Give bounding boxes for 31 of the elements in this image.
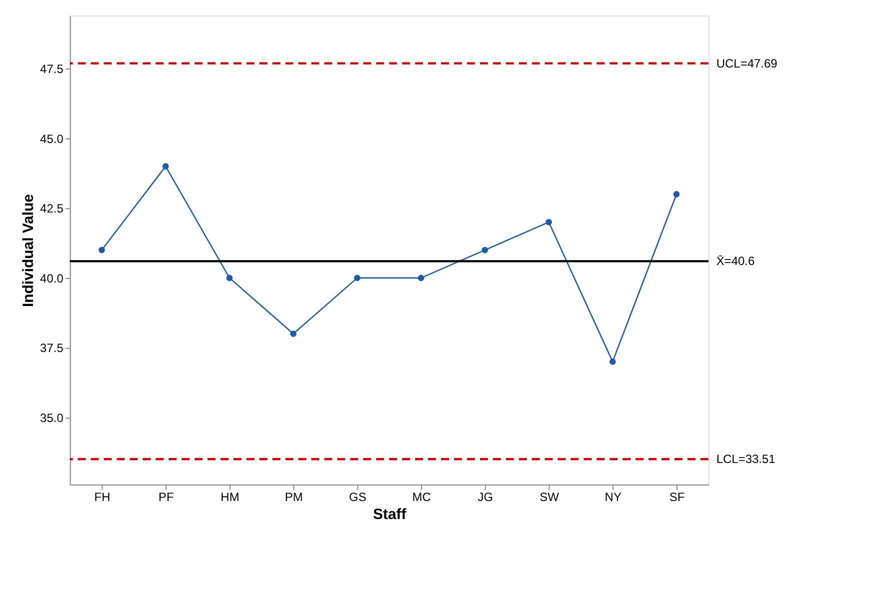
y-tick-label: 42.5 [40,202,64,216]
point [290,330,296,337]
point [482,246,488,254]
y-tick-label: 45.0 [40,132,64,146]
x-axis-title: Staff [373,506,408,523]
x-tick-label: HM [220,490,240,504]
ref-line-label: X̄=40.6 [716,254,755,268]
y-tick-label: 35.0 [40,411,64,426]
x-tick-label: MC [412,490,432,504]
x-tick-label: JG [478,490,494,504]
x-tick-label: GS [349,490,366,504]
x-tick-label: SF [669,490,685,504]
y-axis-title: Individual Value [20,194,38,308]
point [226,274,233,282]
point [418,274,424,282]
ref-line-label: LCL=33.51 [716,452,776,466]
x-tick-label: SW [540,490,560,504]
point [609,358,616,365]
x-tick-label: PF [158,490,174,504]
x-tick-label: FH [94,490,110,504]
y-tick-label: 40.0 [40,271,64,286]
x-tick-label: PM [284,490,303,504]
point [354,274,360,282]
y-tick-label: 47.5 [40,62,64,76]
point [546,218,552,226]
y-tick-label: 37.5 [40,341,64,356]
point [162,163,169,170]
ref-line-label: UCL=47.69 [716,56,778,70]
point [98,246,105,254]
x-tick-label: NY [604,490,622,504]
point [673,191,680,198]
